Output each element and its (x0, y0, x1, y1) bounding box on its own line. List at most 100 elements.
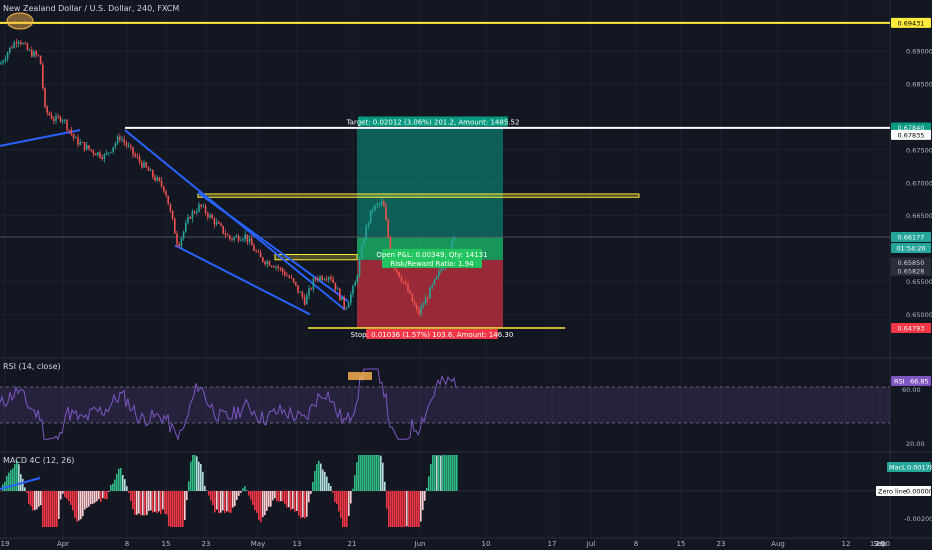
macd-bar (224, 491, 226, 513)
macd-bar (430, 463, 432, 491)
macd-bar (22, 478, 24, 491)
macd-bar (92, 491, 94, 504)
candle-body (46, 106, 48, 113)
macd-bar (332, 491, 334, 493)
macd-zero-badge-bg (876, 486, 931, 496)
candle-body (453, 237, 455, 242)
macd-bar (94, 491, 96, 503)
candle-body (301, 292, 304, 298)
candle-body (433, 279, 436, 285)
rsi-badge-value: 66.85 (910, 378, 929, 386)
macd-bar (402, 491, 404, 527)
macd-bar (312, 481, 314, 491)
candle-body (396, 269, 398, 272)
macd-bar (298, 491, 300, 516)
macd-bar (272, 491, 274, 501)
macd-badge-value: 0.00178 (907, 464, 932, 472)
macd-bar (110, 484, 112, 491)
candle-body (350, 293, 352, 303)
candle-body (308, 288, 310, 296)
candle-body (226, 234, 229, 236)
candle-body (72, 133, 75, 138)
macd-bar (46, 491, 48, 527)
macd-bar (412, 491, 414, 527)
price-badge-entry-bg (891, 257, 931, 268)
macd-bar (242, 488, 244, 491)
candle-body (215, 222, 218, 225)
macd-bar (234, 491, 236, 507)
macd-bar (222, 491, 224, 511)
macd-bar (368, 455, 370, 491)
time-tick-label: 16 (876, 540, 885, 548)
candle-body (422, 304, 425, 307)
candle-body (33, 51, 35, 57)
macd-bar (424, 491, 426, 501)
candle-body (116, 136, 119, 144)
rsi-badge: RSI 66.85 (891, 376, 931, 386)
price-badge-top-text: 0.69431 (898, 19, 925, 27)
candle-body (48, 112, 51, 116)
candle-body (196, 211, 198, 213)
candle-body (207, 213, 209, 218)
macd-bar (124, 479, 126, 491)
candle-body (284, 271, 286, 276)
candle-body (405, 282, 407, 284)
macd-bar (278, 491, 280, 502)
macd-bar (72, 491, 74, 511)
candle-body (149, 169, 152, 171)
macd-bar (294, 491, 296, 512)
candle-body (83, 142, 86, 150)
candle-body (24, 43, 26, 45)
candle-body (251, 238, 253, 246)
candle-body (231, 238, 233, 240)
macd-bar (14, 464, 16, 491)
time-tick-label: 17 (548, 540, 557, 548)
macd-trend-line (0, 477, 41, 490)
candle-body (330, 277, 332, 280)
candle-body (213, 218, 216, 225)
candle-body (341, 297, 343, 301)
macd-bar (446, 455, 448, 491)
macd-bar (200, 463, 202, 491)
candle-body (189, 217, 191, 219)
macd-bar (230, 491, 232, 513)
macd-bar (398, 491, 400, 527)
candle-body (299, 292, 301, 293)
candle-body (400, 277, 403, 282)
macd-bar (214, 491, 216, 513)
price-badge-stop-bg (891, 323, 931, 334)
candle-body (31, 49, 33, 57)
candle-body (270, 265, 273, 267)
candle-body (345, 307, 348, 309)
candle-body (88, 145, 90, 150)
macd-bar (176, 491, 178, 527)
macd-bar (260, 491, 262, 523)
candle-body (246, 234, 249, 242)
candle-body (158, 177, 161, 181)
candle-body (198, 204, 200, 212)
rsi-tick-60: 60.00 (902, 386, 921, 394)
time-tick-label: 12:00 (870, 540, 890, 548)
candle-body (264, 261, 266, 265)
candle-body (39, 55, 42, 65)
macd-bar (344, 491, 346, 527)
macd-bar (82, 491, 84, 517)
candle-body (328, 277, 330, 280)
candle-body (286, 275, 288, 277)
candle-body (407, 283, 409, 292)
candle-body (55, 116, 57, 121)
candle-body (312, 278, 315, 290)
price-badge-entry2-text: 0.65828 (898, 267, 925, 275)
macd-title: MACD 4C (12, 26) (3, 456, 75, 465)
candle-body (119, 136, 121, 140)
candle-body (451, 241, 453, 253)
stop-label: Stop: 0.01036 (1.57%) 103.6, Amount: 146… (351, 329, 513, 340)
candle-body (323, 279, 326, 281)
macd-bar (450, 455, 452, 491)
macd-bar (370, 455, 372, 491)
macd-bar (126, 486, 128, 491)
macd-bar (428, 476, 430, 491)
candle-body (253, 245, 255, 251)
macd-bar (422, 491, 424, 511)
